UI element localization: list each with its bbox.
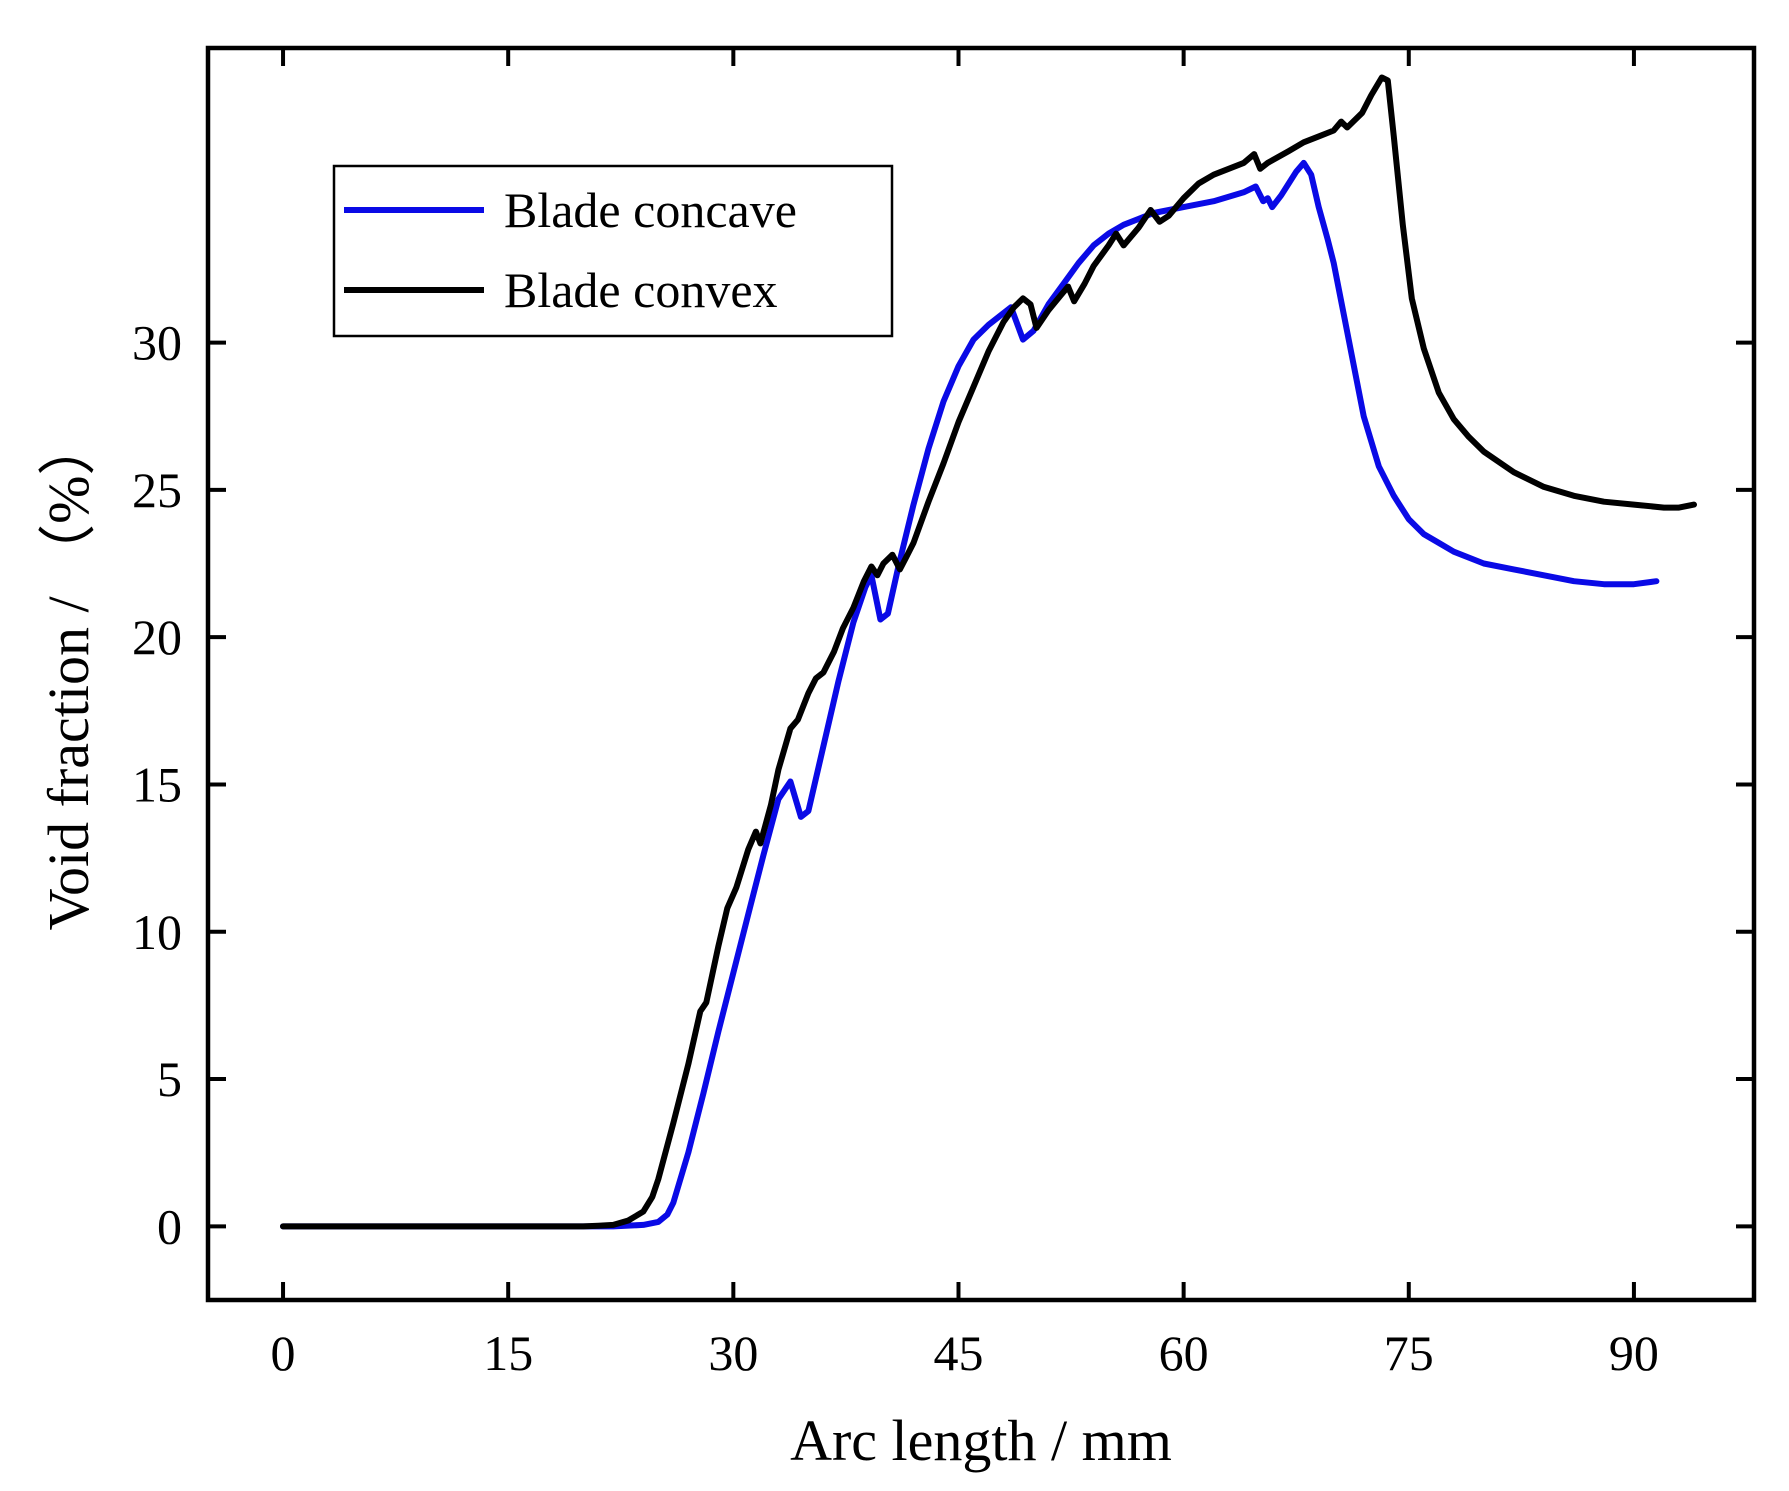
series-line-blade-concave: [280, 159, 1660, 1230]
y-tick-label-6: 30: [132, 315, 182, 371]
x-tick-label-2: 30: [708, 1325, 758, 1381]
legend: Blade concave Blade convex: [332, 164, 894, 338]
y-tick-label-1: 5: [157, 1051, 182, 1107]
y-tick-label-3: 15: [132, 756, 182, 812]
x-tick-label-6: 90: [1609, 1325, 1659, 1381]
y-axis-title: Void fraction / （%）: [36, 418, 101, 931]
legend-label-blade-convex: Blade convex: [504, 262, 778, 318]
x-tick-label-3: 45: [933, 1325, 983, 1381]
legend-label-blade-concave: Blade concave: [504, 182, 797, 238]
y-tick-label-0: 0: [157, 1198, 182, 1254]
axis-ticks: [208, 48, 1754, 1300]
tick-labels: 0 15 30 45 60 75 90 0 5 10 15 20 25 30: [132, 315, 1659, 1381]
plot-frame: [205, 45, 1757, 1303]
x-tick-label-4: 60: [1159, 1325, 1209, 1381]
x-tick-label-0: 0: [271, 1325, 296, 1381]
y-tick-label-5: 25: [132, 462, 182, 518]
series-line-blade-convex: [280, 74, 1697, 1230]
y-tick-label-2: 10: [132, 904, 182, 960]
x-axis-title: Arc length / mm: [790, 1408, 1172, 1473]
legend-box: [332, 164, 894, 338]
y-tick-label-4: 20: [132, 609, 182, 665]
x-tick-label-1: 15: [483, 1325, 533, 1381]
x-tick-label-5: 75: [1384, 1325, 1434, 1381]
series-layer: [280, 74, 1697, 1230]
